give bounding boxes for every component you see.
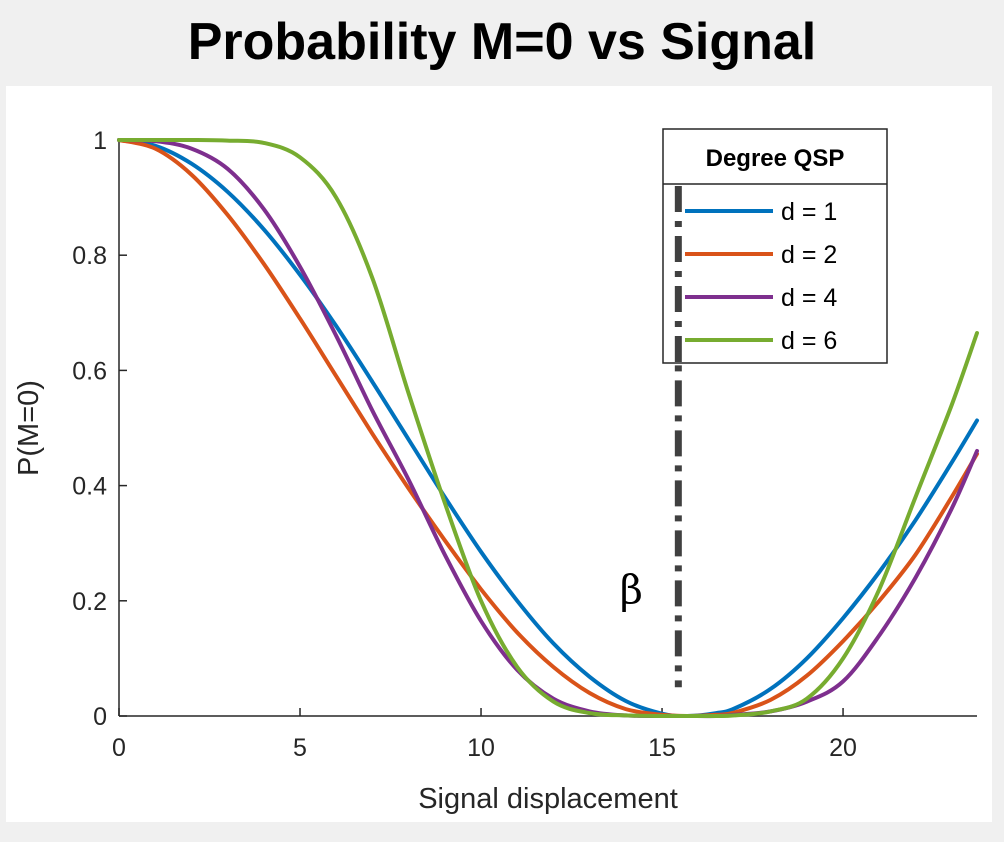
y-tick-label-5: 1 xyxy=(93,127,107,155)
x-tick-label-3: 15 xyxy=(648,734,676,762)
beta-annotation: β xyxy=(620,567,643,613)
y-tick-label-0: 0 xyxy=(93,703,107,731)
x-tick-label-2: 10 xyxy=(467,734,495,762)
x-tick-label-4: 20 xyxy=(829,734,857,762)
y-tick-label-2: 0.4 xyxy=(72,473,107,501)
chart-title: Probability M=0 vs Signal xyxy=(187,13,817,71)
y-axis-label: P(M=0) xyxy=(13,380,45,476)
legend-label-4: d = 6 xyxy=(781,327,837,355)
y-tick-label-3: 0.6 xyxy=(72,357,107,385)
series-line-1 xyxy=(117,138,979,719)
legend-label-2: d = 2 xyxy=(781,241,837,269)
x-tick-label-0: 0 xyxy=(112,734,126,762)
legend-title: Degree QSP xyxy=(706,145,845,172)
legend-box xyxy=(662,128,888,364)
y-tick-label-4: 0.8 xyxy=(72,242,107,270)
series-line-2 xyxy=(117,138,979,718)
series-line-3 xyxy=(117,138,979,719)
legend-label-3: d = 4 xyxy=(781,284,837,312)
x-axis-label: Signal displacement xyxy=(418,783,678,815)
legend-label-1: d = 1 xyxy=(781,198,837,226)
x-tick-label-1: 5 xyxy=(293,734,307,762)
y-tick-label-1: 0.2 xyxy=(72,588,107,616)
series-line-4 xyxy=(117,137,979,719)
